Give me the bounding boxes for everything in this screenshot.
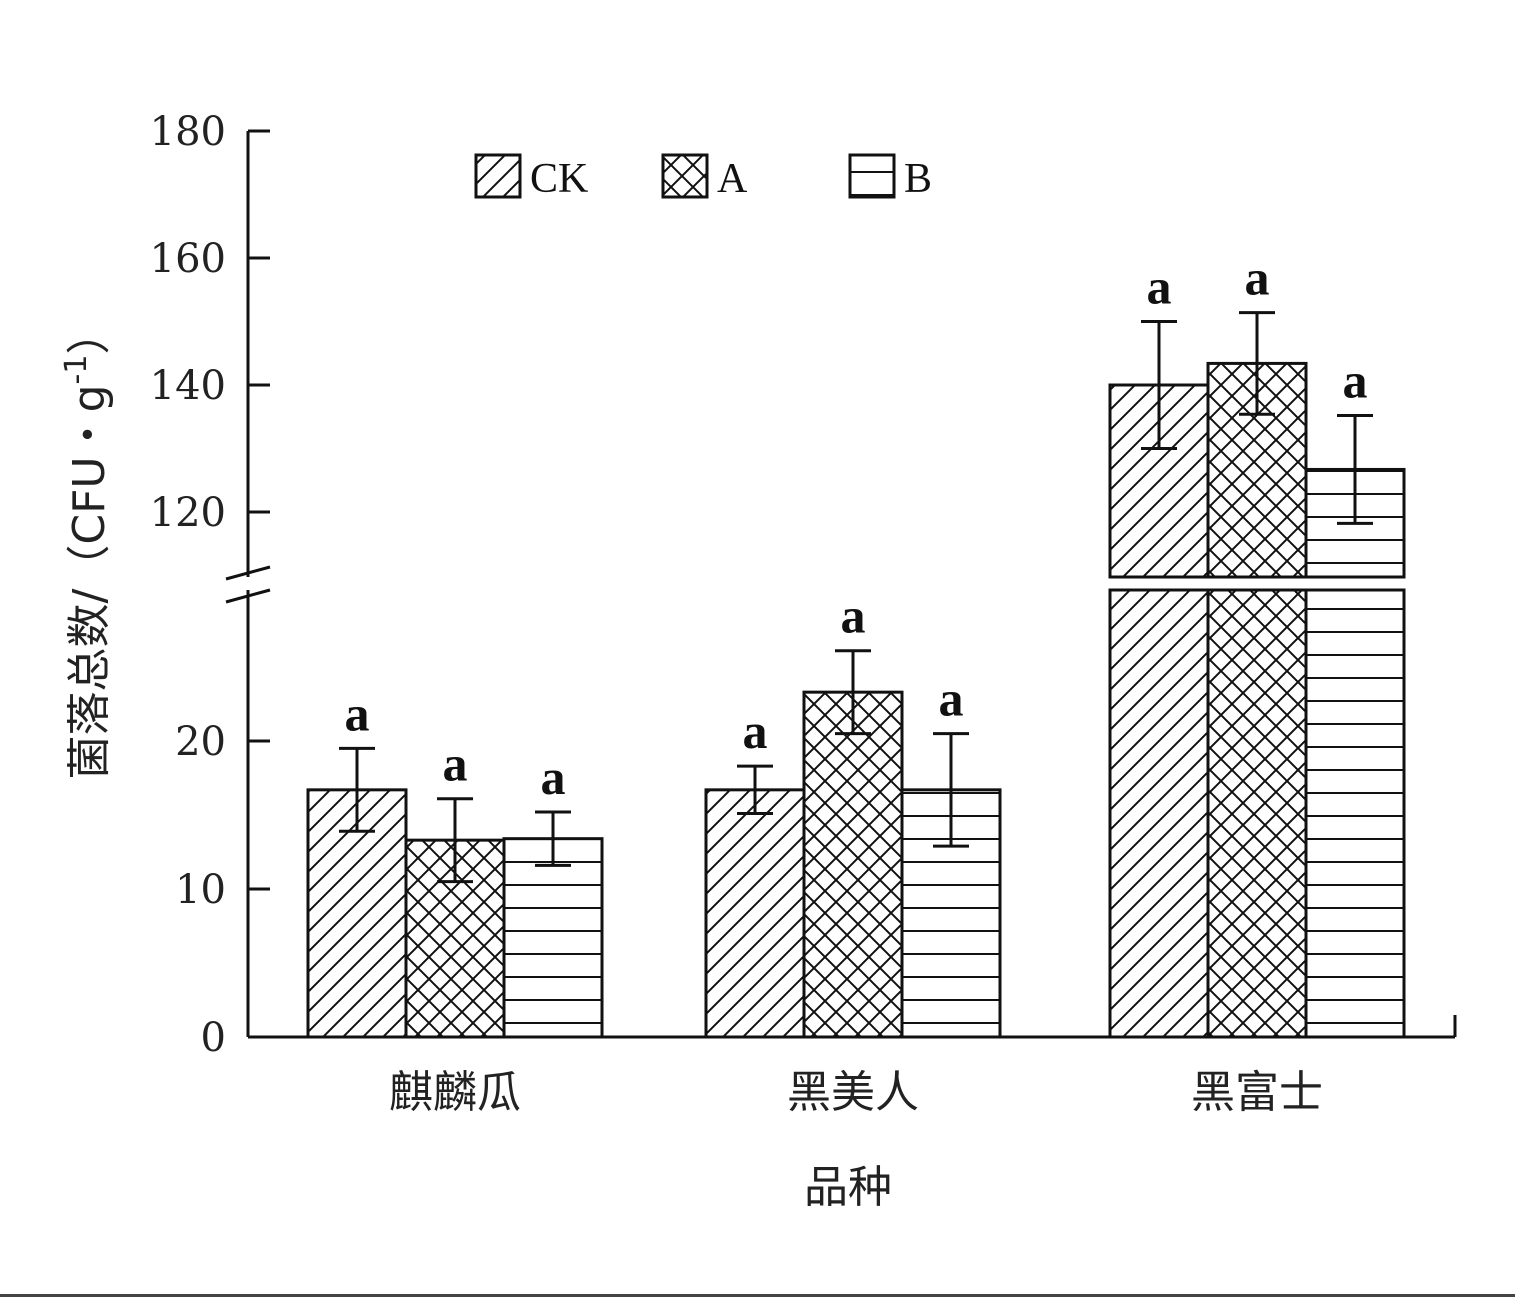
legend-swatch-CK: [474, 153, 522, 199]
bar-A-1: [802, 690, 904, 1039]
significance-label: a: [743, 703, 768, 759]
x-category-label: 黑富士: [1191, 1067, 1323, 1118]
axis-break-mark: [225, 588, 271, 604]
bar-break-gap: [1206, 578, 1308, 589]
significance-label: a: [939, 671, 964, 727]
y-tick-label: 20: [175, 719, 226, 765]
y-tick-label: 10: [175, 867, 226, 913]
significance-label: a: [1147, 259, 1172, 315]
significance-label: a: [443, 736, 468, 792]
bar-A-2-lower: [1206, 588, 1308, 1039]
y-tick-label: 120: [150, 490, 226, 536]
legend-swatch-A: [661, 153, 709, 199]
y-axis-title-superscript: -1: [59, 355, 94, 385]
legend-label-A: A: [717, 156, 748, 202]
bars-group: [306, 361, 1406, 1039]
legend-label-B: B: [904, 156, 932, 202]
bar-B-2-lower: [1304, 588, 1406, 1039]
significance-label: a: [345, 685, 370, 741]
bar-break-gap: [1108, 578, 1210, 589]
bar-break-gap: [1304, 578, 1406, 589]
x-axis-title: 品种: [804, 1162, 892, 1213]
bar-CK-2-lower: [1108, 588, 1210, 1039]
y-tick-label: 160: [150, 236, 226, 282]
x-category-label: 麒麟瓜: [389, 1067, 521, 1118]
bar-CK-1: [704, 788, 806, 1039]
axis-break-mark: [225, 565, 271, 581]
y-axis-title: 菌落总数/（CFU・g-1）: [59, 311, 115, 780]
axes: 0 10 20 120 140 160 180 麒麟瓜 黑美人 黑富士: [150, 109, 1457, 1118]
legend-swatch-B: [848, 153, 896, 199]
significance-labels-group: a a a a a a a a a: [345, 250, 1368, 805]
x-category-label: 黑美人: [787, 1067, 919, 1118]
error-bars-group: [339, 311, 1373, 884]
y-tick-label: 140: [150, 363, 226, 409]
significance-label: a: [541, 749, 566, 805]
legend: CK A B: [474, 153, 932, 202]
y-tick-label: 180: [150, 109, 226, 155]
significance-label: a: [1343, 352, 1368, 408]
y-tick-label: 0: [201, 1015, 226, 1061]
y-axis-title-main: 菌落总数/（CFU・g: [64, 384, 115, 779]
bar-B-0: [502, 837, 604, 1039]
significance-label: a: [841, 588, 866, 644]
significance-label: a: [1245, 250, 1270, 306]
bottom-rule: [0, 1294, 1515, 1297]
legend-label-CK: CK: [530, 156, 588, 202]
y-axis-title-close: ）: [64, 311, 115, 355]
